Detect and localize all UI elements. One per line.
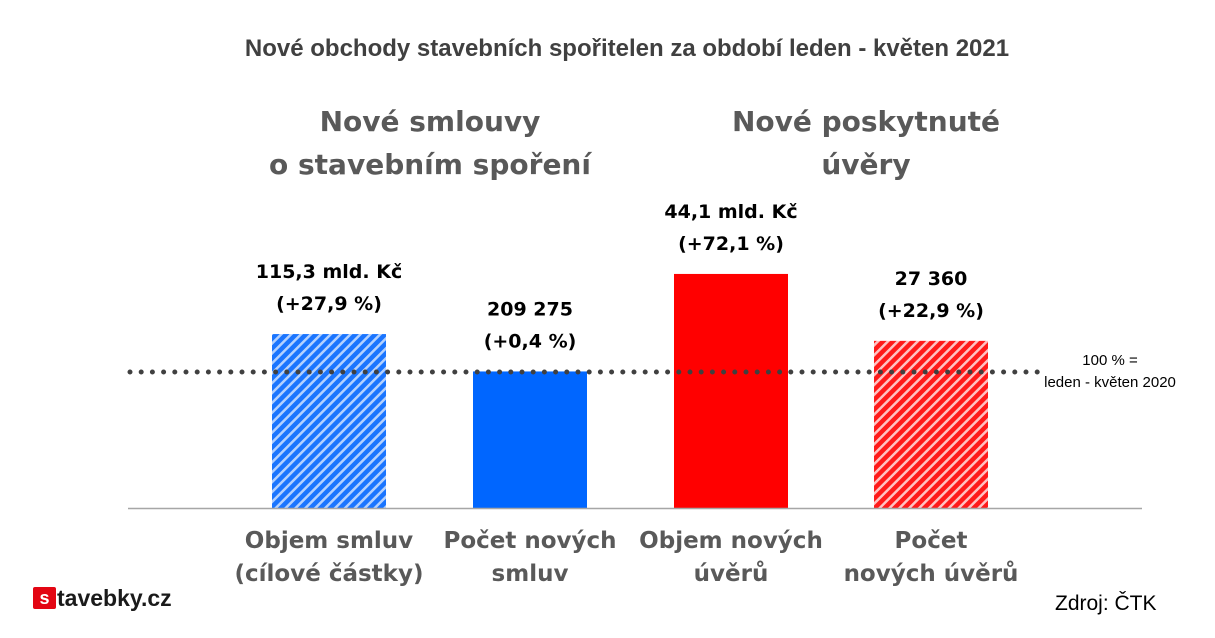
logo-mark: s [39,588,49,608]
chart-title: Nové obchody stavebních spořitelen za ob… [245,35,1009,62]
category-label-4-line-2: nových úvěrů [844,560,1019,587]
reference-label-line-2: leden - květen 2020 [1044,374,1176,391]
category-label-1-line-2: (cílové částky) [235,561,424,587]
logo: s tavebky.cz [33,585,172,611]
bars [272,273,988,508]
category-label-2-line-1: Počet nových [443,528,616,554]
category-label-4-line-1: Počet [895,528,968,554]
category-label-1-line-1: Objem smluv [245,528,413,554]
category-labels: Objem smluv (cílové částky) Počet nových sm… [235,528,1019,587]
bar-1 [272,334,386,508]
value-label-4-line-2: (+22,9 %) [878,300,984,322]
reference-line-label: 100 % = leden - květen 2020 [1044,352,1176,391]
value-label-1-line-1: 115,3 mld. Kč [256,261,402,283]
source-note: Zdroj: ČTK [1055,592,1157,615]
value-labels: 115,3 mld. Kč (+27,9 %) 209 275 (+0,4 %) 44,… [256,201,984,353]
category-label-3-line-2: úvěrů [694,560,769,587]
value-label-2-line-2: (+0,4 %) [484,330,577,352]
category-label-2-line-2: smluv [492,561,569,587]
value-label-4-line-1: 27 360 [895,268,968,290]
logo-text: tavebky.cz [57,585,172,611]
reference-label-line-1: 100 % = [1082,352,1138,369]
bar-4 [874,340,988,508]
bar-2 [473,371,587,508]
value-label-3-line-2: (+72,1 %) [678,233,784,255]
group-title-1-line-1: Nové smlouvy [320,105,541,138]
group-title-2-line-2: úvěry [821,148,910,181]
group-title-2-line-1: Nové poskytnuté [732,105,1000,138]
group-title-1-line-2: o stavebním spoření [269,148,592,181]
value-label-3-line-1: 44,1 mld. Kč [664,201,797,223]
group-titles: Nové smlouvy o stavebním spoření Nové posk… [269,105,1000,181]
value-label-2-line-1: 209 275 [487,298,573,320]
category-label-3-line-1: Objem nových [639,528,823,554]
value-label-1-line-2: (+27,9 %) [276,293,382,315]
logo-mark-box [33,587,56,609]
bar-3 [674,273,788,508]
